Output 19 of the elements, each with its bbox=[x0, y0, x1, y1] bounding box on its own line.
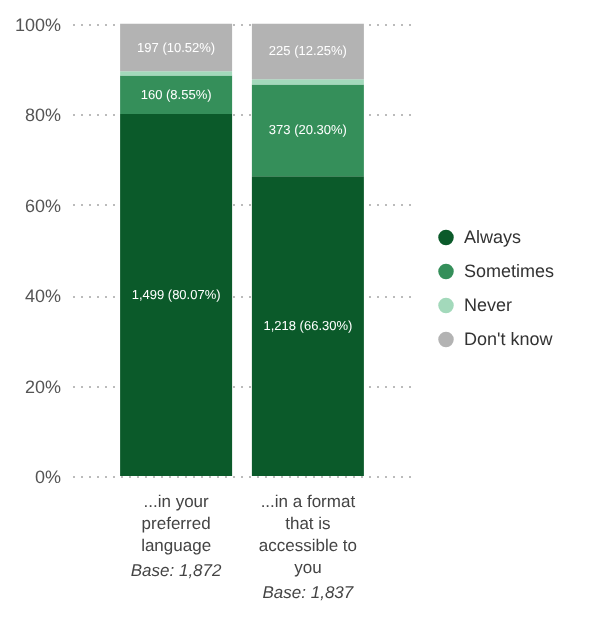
y-tick-label: 60% bbox=[24, 195, 61, 216]
legend-label: Sometimes bbox=[464, 261, 556, 282]
y-tick-label: 80% bbox=[24, 105, 61, 126]
text: Base: 1,872 bbox=[130, 560, 223, 580]
bar bbox=[251, 176, 364, 476]
bar bbox=[251, 84, 364, 177]
x-tick-label: ...in a format that is accessible to you bbox=[258, 491, 358, 577]
x-tick-label: ...in your preferred language bbox=[141, 491, 212, 555]
legend-label: Don't know bbox=[464, 329, 554, 350]
text: Base: 1,837 bbox=[262, 582, 354, 602]
bar bbox=[120, 114, 233, 476]
y-tick-label: 100% bbox=[14, 15, 61, 35]
y-tick-label: 20% bbox=[24, 376, 61, 397]
legend-label: Never bbox=[464, 295, 513, 316]
y-tick-label: 40% bbox=[24, 286, 61, 307]
bar bbox=[251, 79, 364, 85]
legend-label: Always bbox=[464, 227, 523, 248]
bar bbox=[120, 75, 233, 115]
y-tick-label: 0% bbox=[34, 467, 61, 487]
